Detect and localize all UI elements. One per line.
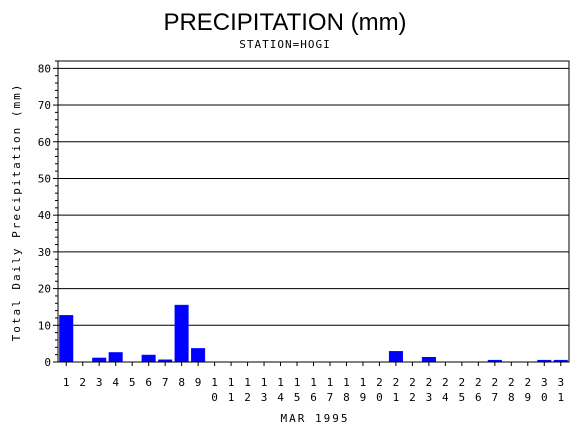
x-tick-label: 3 xyxy=(96,376,103,389)
plot-area-frame xyxy=(57,60,570,363)
chart-subtitle: STATION=HOGI xyxy=(239,38,330,51)
y-tick-label: 0 xyxy=(44,356,51,369)
x-ticks: 1 2 3 4 5 6 7 8 9 1 01 11 21 31 41 51 61 71 81 92 02 12 22 32 42… xyxy=(63,362,564,404)
y-tick-label: 50 xyxy=(38,172,51,185)
y-ticks: 0 10 20 30 40 50 60 70 80 xyxy=(38,60,58,369)
bar-day-23 xyxy=(421,356,436,363)
y-tick-label: 60 xyxy=(38,136,51,149)
bars xyxy=(59,304,568,363)
x-tick-label: 4 xyxy=(112,376,119,389)
x-axis-label: MAR 1995 xyxy=(281,412,350,425)
x-tick-label: 5 xyxy=(129,376,136,389)
bar-day-21 xyxy=(388,351,403,363)
chart-title: PRECIPITATION (mm) xyxy=(163,9,406,36)
y-tick-label: 80 xyxy=(38,62,51,75)
bar-day-4 xyxy=(108,352,123,363)
y-tick-label: 10 xyxy=(38,319,51,332)
x-tick-label: 6 xyxy=(145,376,152,389)
y-tick-label: 40 xyxy=(38,209,51,222)
bar-day-3 xyxy=(92,357,107,363)
bar-day-6 xyxy=(141,354,156,363)
x-tick-label: 9 xyxy=(195,376,202,389)
x-tick-label: 8 xyxy=(178,376,185,389)
bar-day-1 xyxy=(59,315,74,363)
gridlines xyxy=(58,67,569,326)
x-tick-label: 7 xyxy=(162,376,169,389)
y-tick-label: 70 xyxy=(38,99,51,112)
y-tick-label: 30 xyxy=(38,246,51,259)
x-tick-label: 2 xyxy=(79,376,86,389)
bar-day-8 xyxy=(174,304,189,363)
bar-day-9 xyxy=(191,348,206,363)
y-tick-label: 20 xyxy=(38,283,51,296)
x-tick-label: 1 xyxy=(63,376,70,389)
y-axis-label: Total Daily Precipitation (mm) xyxy=(10,83,23,342)
